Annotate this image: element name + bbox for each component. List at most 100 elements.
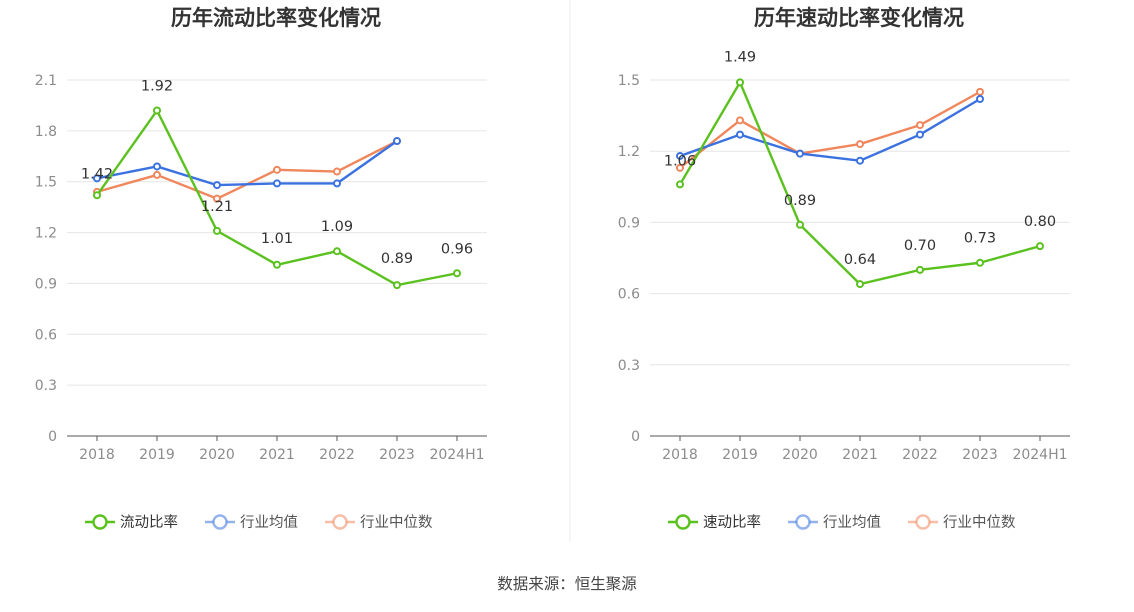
data-point-avg [93,174,101,183]
y-tick-label: 0.9 [35,276,57,292]
data-label: 1.06 [664,153,696,169]
data-point-main [453,269,461,278]
x-tick-label: 2021 [259,447,295,463]
data-point-median [976,87,984,96]
data-point-avg [213,181,221,190]
data-point-main [93,191,101,200]
data-point-avg [153,162,161,171]
chart-2: 历年速动比率变化情况 0 0.3 0.6 0.9 1.2 1.5 2018 2019 2020 20… [618,6,1070,531]
legend-marker [212,514,228,530]
data-label: 0.80 [1024,214,1056,230]
data-point-main [856,280,864,289]
legend-item-main: 流动比率 [85,514,178,531]
x-tick-label: 2021 [842,447,878,463]
legend-item-avg: 行业均值 [205,514,298,531]
legend-label: 行业均值 [240,514,298,531]
x-tick-label: 2019 [139,447,175,463]
y-tick-label: 0.6 [35,327,57,343]
data-point-main [976,258,984,267]
data-point-main [273,260,281,269]
series-line-median [679,90,981,169]
data-point-main [393,281,401,290]
data-point-main [916,265,924,274]
x-tick-label: 2018 [79,447,115,463]
data-label: 1.42 [81,166,113,182]
data-point-median [856,140,864,149]
data-source-note: 数据来源：恒生聚源 [497,575,637,593]
data-point-avg [976,94,984,103]
y-tick-label: 1.5 [618,73,640,89]
legend-label: 行业中位数 [360,514,433,531]
y-tick-label: 0.3 [618,358,640,374]
series-line-avg [96,140,398,187]
y-tick-label: 1.5 [35,175,57,191]
data-point-avg [796,149,804,158]
data-point-median [213,194,221,203]
data-point-avg [856,156,864,165]
x-tick-label: 2023 [379,447,415,463]
chart-title: 历年速动比率变化情况 [754,6,964,30]
legend-label: 行业中位数 [943,514,1016,531]
data-point-main [736,78,744,87]
y-tick-label: 0.3 [35,378,57,394]
chart-title: 历年流动比率变化情况 [171,6,381,30]
legend-marker [675,514,691,530]
y-tick-label: 1.8 [35,124,57,140]
x-tick-label: 2024H1 [429,447,484,463]
x-tick-label: 2022 [319,447,355,463]
legend-item-median: 行业中位数 [325,514,433,531]
y-tick-label: 0.9 [618,215,640,231]
x-tick-label: 2024H1 [1012,447,1067,463]
legend-item-median: 行业中位数 [908,514,1016,531]
y-tick-label: 0 [631,429,640,445]
data-point-median [676,163,684,172]
data-point-main [333,247,341,256]
legend-marker [92,514,108,530]
data-label: 0.89 [381,251,413,267]
data-point-main [153,106,161,115]
y-tick-label: 0.6 [618,287,640,303]
x-tick-label: 2020 [199,447,235,463]
legend-item-main: 速动比率 [668,514,761,531]
data-label: 1.49 [724,49,756,65]
data-point-avg [393,137,401,146]
legend-label: 流动比率 [120,514,178,531]
x-tick-label: 2020 [782,447,818,463]
legend-label: 行业均值 [823,514,881,531]
data-point-median [333,167,341,176]
data-label: 0.64 [844,252,876,268]
data-point-avg [333,179,341,188]
data-label: 0.96 [441,241,473,257]
data-point-median [153,170,161,179]
data-label: 0.70 [904,238,936,254]
data-label: 0.73 [964,231,996,247]
data-point-median [273,165,281,174]
legend-marker [795,514,811,530]
data-point-avg [273,179,281,188]
data-point-median [736,116,744,125]
data-label: 1.92 [141,79,173,95]
x-tick-label: 2018 [662,447,698,463]
x-tick-label: 2019 [722,447,758,463]
y-tick-label: 0 [48,429,57,445]
data-label: 1.09 [321,219,353,235]
series-line-avg [679,97,981,162]
data-point-avg [736,130,744,139]
legend-marker [915,514,931,530]
data-label: 1.01 [261,231,293,247]
data-point-main [1036,242,1044,251]
data-point-avg [916,130,924,139]
data-point-main [676,180,684,189]
data-point-main [213,226,221,235]
y-tick-label: 2.1 [35,73,57,89]
data-label: 0.89 [784,193,816,209]
data-point-avg [676,151,684,160]
chart-1: 历年流动比率变化情况 0 0.3 0.6 0.9 1.2 1.5 1.8 2.1 2018 2019… [35,6,487,531]
x-tick-label: 2022 [902,447,938,463]
data-point-median [916,121,924,130]
legend-label: 速动比率 [703,514,761,531]
y-tick-label: 1.2 [35,226,57,242]
data-point-main [796,220,804,229]
data-label: 1.21 [201,199,233,215]
